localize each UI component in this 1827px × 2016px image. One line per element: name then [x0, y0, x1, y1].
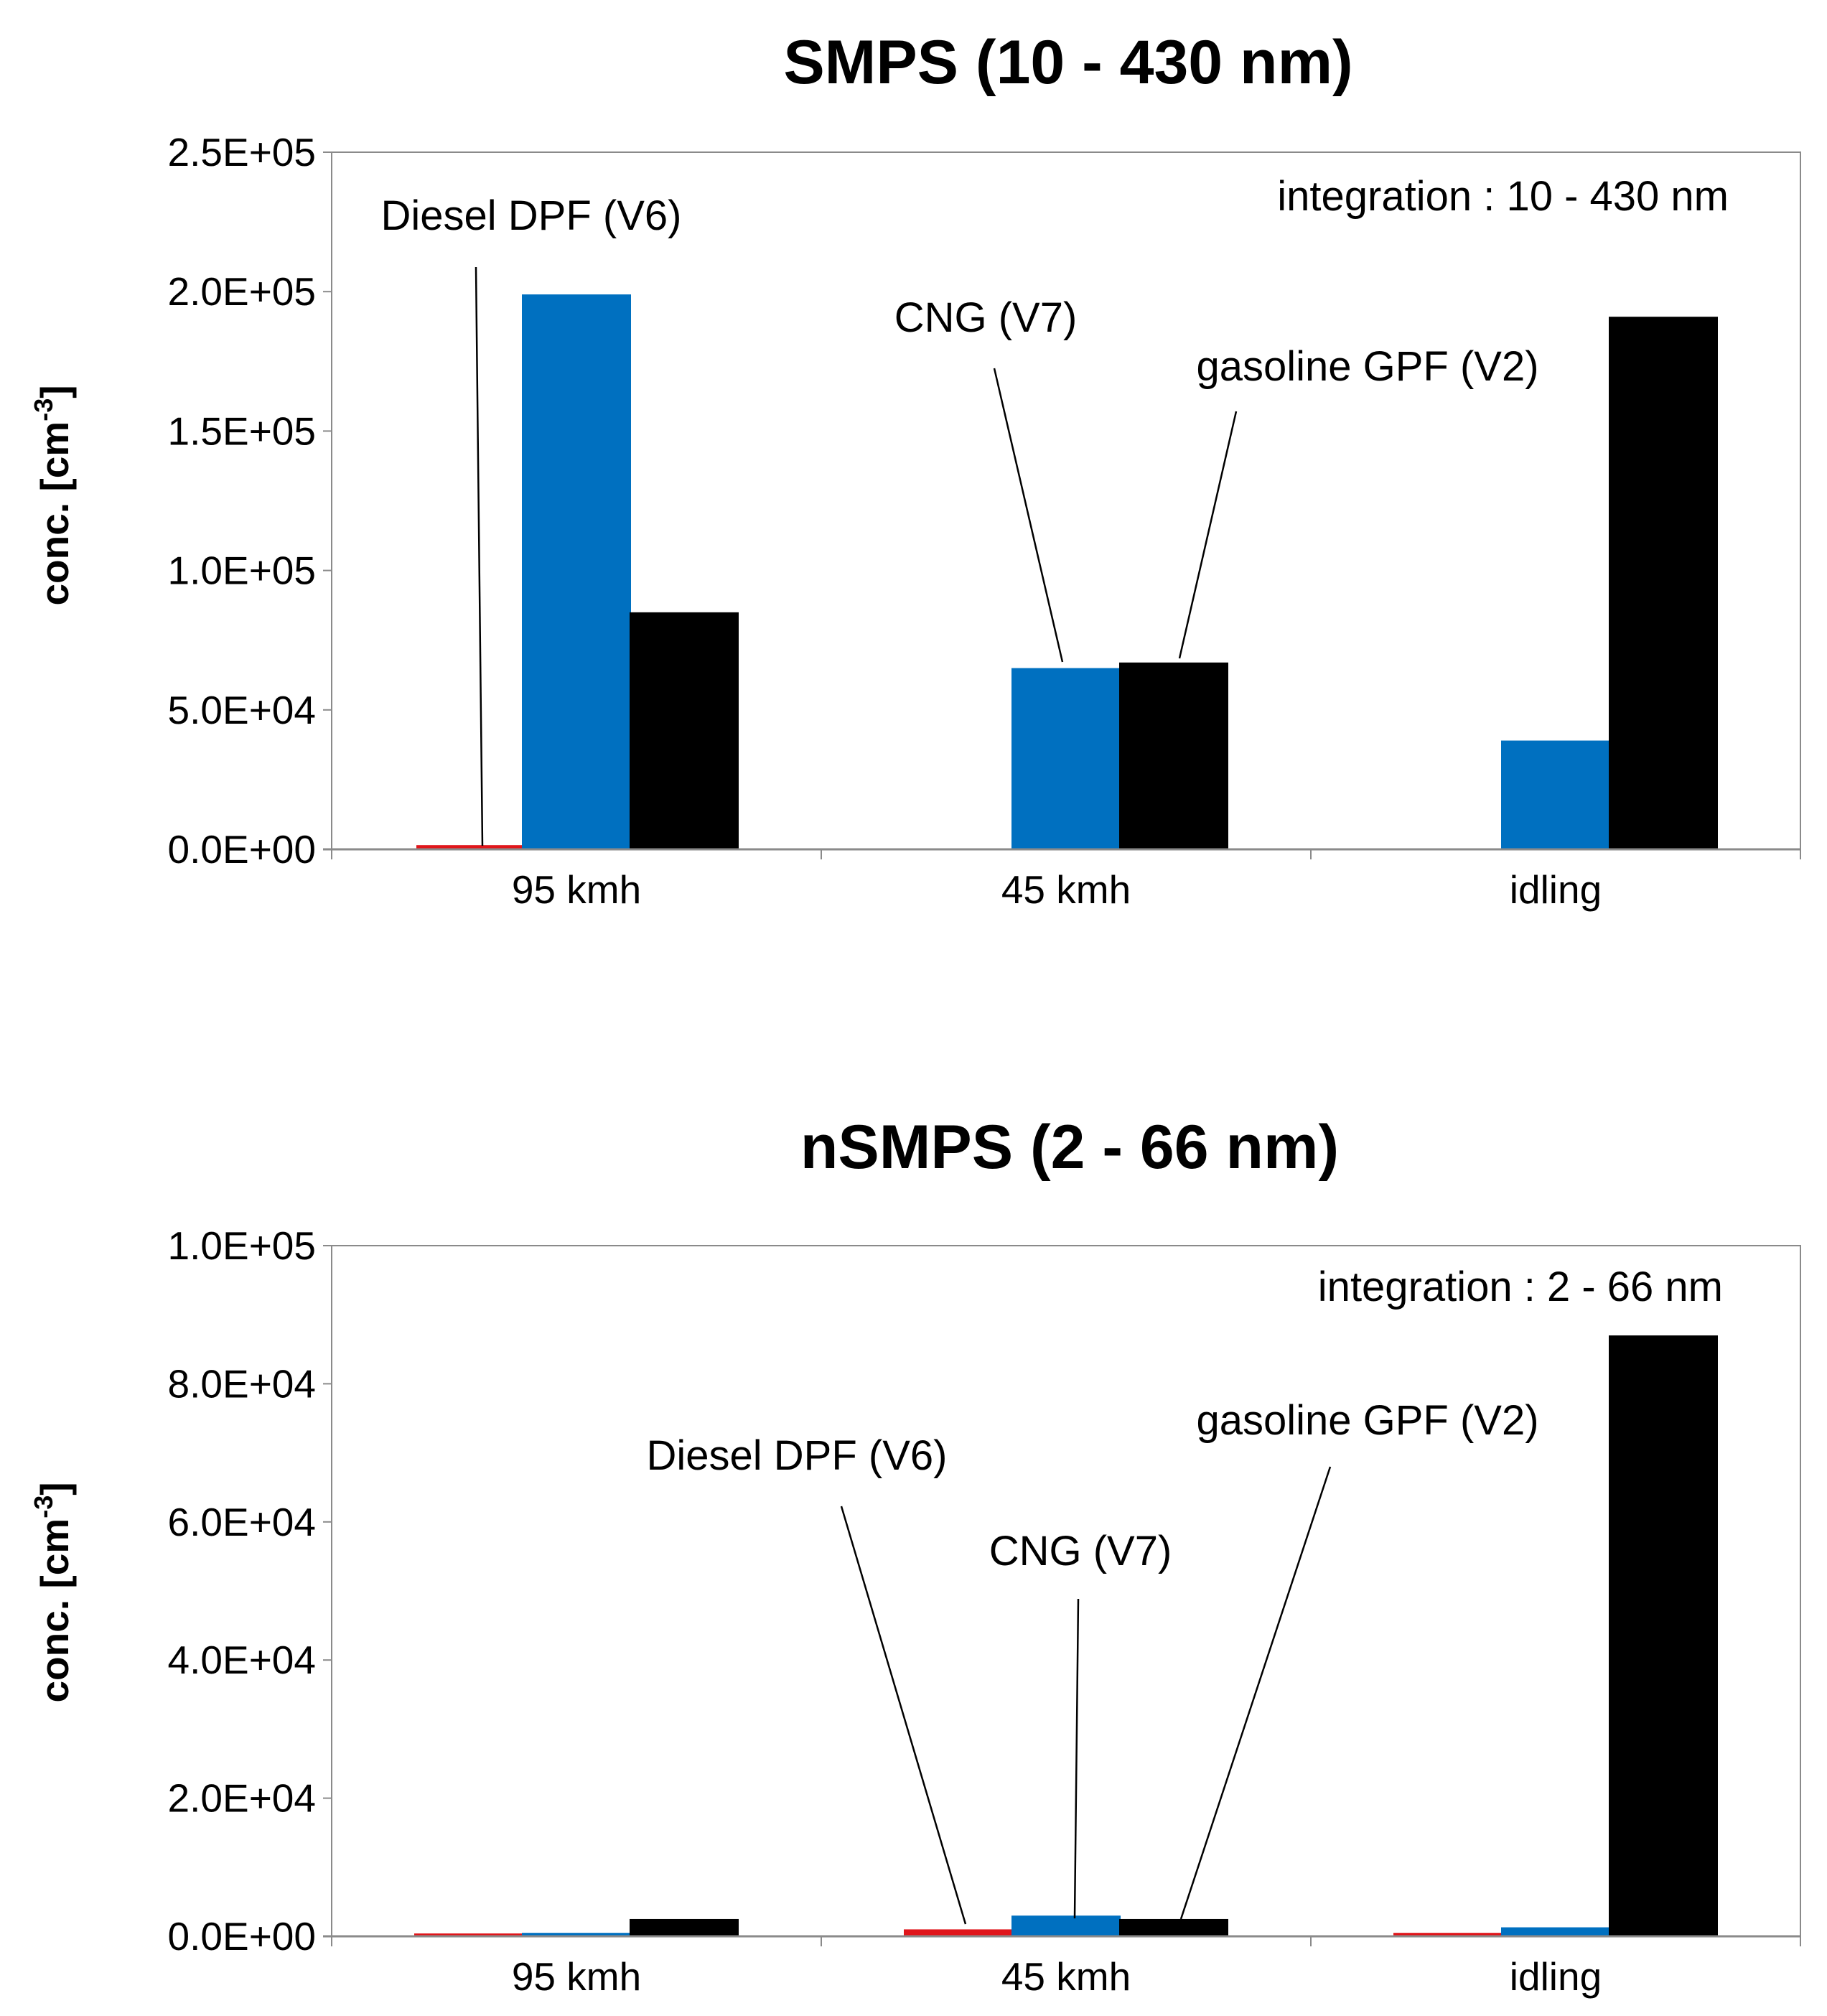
y-tick-label: 4.0E+04 — [168, 1638, 316, 1682]
callout-label: gasoline GPF (V2) — [1196, 1397, 1538, 1444]
bar-45-kmh-cng — [1011, 1915, 1121, 1936]
bar-45-kmh-cng — [1011, 668, 1121, 849]
y-tick-label: 2.0E+04 — [168, 1776, 316, 1821]
callout-leader-line — [840, 1506, 967, 1925]
y-tick-label: 5.0E+04 — [168, 688, 316, 732]
x-tick-label: 45 kmh — [1001, 867, 1131, 912]
callout-label: Diesel DPF (V6) — [381, 192, 682, 239]
bar-95-kmh-diesel — [416, 845, 525, 849]
y-tick-label: 1.0E+05 — [168, 1223, 316, 1268]
plot-area-frame — [331, 1245, 1801, 1937]
callout-label: CNG (V7) — [894, 294, 1078, 341]
callout-label: CNG (V7) — [989, 1528, 1172, 1574]
x-tick-label: idling — [1510, 867, 1602, 912]
x-tick-label: 95 kmh — [512, 1954, 641, 1999]
bar-idling-gasoline — [1609, 317, 1718, 849]
y-tick-label: 2.5E+05 — [168, 130, 316, 174]
integration-annotation: integration : 10 - 430 nm — [1277, 173, 1729, 220]
bar-45-kmh-diesel — [904, 1929, 1013, 1936]
bar-95-kmh-gasoline — [630, 1918, 739, 1936]
callout-label: Diesel DPF (V6) — [647, 1432, 948, 1479]
bar-idling-diesel — [1393, 1933, 1503, 1936]
y-axis-label: conc. [cm-3] — [29, 385, 77, 605]
bar-95-kmh-diesel — [414, 1933, 523, 1936]
callout-leader-line — [1073, 1598, 1080, 1919]
bar-95-kmh-cng — [522, 294, 631, 850]
callout-leader-line — [1179, 1466, 1332, 1920]
bar-95-kmh-cng — [522, 1933, 631, 1936]
callout-leader-line — [1178, 411, 1238, 659]
bar-idling-gasoline — [1609, 1335, 1718, 1936]
nsmps-chart: nSMPS (2 - 66 nm) integration : 2 - 66 n… — [29, 1113, 1801, 1999]
y-tick-label: 1.0E+05 — [168, 549, 316, 593]
bar-idling-cng — [1501, 1927, 1610, 1936]
y-axis-label: conc. [cm-3] — [29, 1482, 77, 1702]
y-tick-label: 1.5E+05 — [168, 409, 316, 453]
y-tick-label: 6.0E+04 — [168, 1500, 316, 1544]
bar-95-kmh-gasoline — [630, 612, 739, 849]
x-tick-label: idling — [1510, 1954, 1602, 1999]
integration-annotation: integration : 2 - 66 nm — [1318, 1264, 1723, 1310]
smps-chart: SMPS (10 - 430 nm) integration : 10 - 43… — [29, 28, 1801, 912]
x-tick-label: 95 kmh — [512, 867, 641, 912]
x-tick-label: 45 kmh — [1001, 1954, 1131, 1999]
callout-label: gasoline GPF (V2) — [1196, 343, 1538, 390]
callout-leader-line — [993, 368, 1064, 663]
bar-idling-cng — [1501, 740, 1610, 849]
y-tick-label: 0.0E+00 — [168, 1914, 316, 1959]
callout-leader-line — [475, 266, 484, 846]
y-tick-label: 2.0E+05 — [168, 269, 316, 314]
chart-title: nSMPS (2 - 66 nm) — [800, 1113, 1339, 1182]
chart-title: SMPS (10 - 430 nm) — [783, 28, 1352, 97]
bar-45-kmh-gasoline — [1119, 1918, 1228, 1936]
bar-45-kmh-gasoline — [1119, 662, 1228, 849]
y-tick-label: 0.0E+00 — [168, 827, 316, 872]
y-tick-label: 8.0E+04 — [168, 1361, 316, 1406]
